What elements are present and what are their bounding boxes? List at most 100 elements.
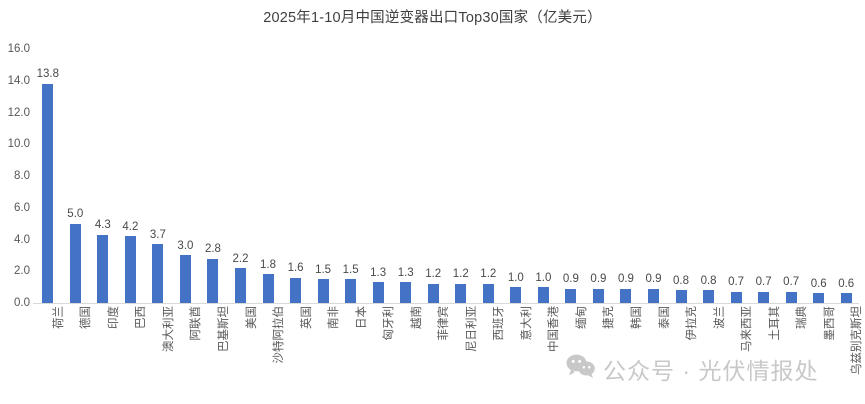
bar-column[interactable]: 1.0 bbox=[535, 41, 551, 303]
x-axis-category-label: 泰国 bbox=[658, 306, 671, 329]
bar[interactable] bbox=[427, 283, 439, 303]
x-axis-category-label: 澳大利亚 bbox=[162, 306, 175, 352]
bar-value-label: 0.9 bbox=[645, 273, 662, 286]
x-axis-category-label: 缅甸 bbox=[575, 306, 588, 329]
bar[interactable] bbox=[372, 282, 384, 303]
bar[interactable] bbox=[482, 283, 494, 303]
bar-value-label: 4.3 bbox=[94, 219, 111, 232]
bar-column[interactable]: 13.8 bbox=[37, 41, 59, 303]
bar-column[interactable]: 1.5 bbox=[343, 41, 359, 303]
bar[interactable] bbox=[69, 223, 81, 303]
bar[interactable] bbox=[262, 274, 274, 303]
bar[interactable] bbox=[565, 288, 577, 303]
y-axis-tick: 6.0 bbox=[14, 201, 30, 214]
bar-column[interactable]: 2.2 bbox=[233, 41, 249, 303]
bar-column[interactable]: 1.2 bbox=[480, 41, 496, 303]
bar-column[interactable]: 0.6 bbox=[811, 41, 827, 303]
bar[interactable] bbox=[455, 283, 467, 303]
bar-value-label: 3.0 bbox=[177, 239, 194, 252]
bar[interactable] bbox=[840, 293, 852, 303]
bar-column[interactable]: 5.0 bbox=[67, 41, 83, 303]
bar[interactable] bbox=[592, 288, 604, 303]
bar[interactable] bbox=[703, 290, 715, 303]
bar-column[interactable]: 3.0 bbox=[177, 41, 194, 303]
bar[interactable] bbox=[758, 291, 770, 303]
bar[interactable] bbox=[152, 244, 164, 303]
bar-column[interactable]: 0.7 bbox=[728, 41, 745, 303]
x-axis-category-label: 阿联酋 bbox=[190, 306, 203, 341]
bar[interactable] bbox=[537, 287, 549, 303]
x-axis-category-label: 西班牙 bbox=[493, 306, 506, 341]
x-axis-category-label: 韩国 bbox=[630, 306, 643, 329]
bar[interactable] bbox=[345, 279, 357, 303]
x-axis-category-label: 伊拉克 bbox=[686, 306, 699, 341]
bar[interactable] bbox=[207, 258, 219, 303]
bar-value-label: 1.6 bbox=[287, 262, 304, 275]
bar[interactable] bbox=[510, 287, 522, 303]
bar-value-label: 1.0 bbox=[507, 271, 524, 284]
bar-column[interactable]: 0.9 bbox=[563, 41, 579, 303]
bar-column[interactable]: 0.8 bbox=[673, 41, 690, 303]
bar[interactable] bbox=[620, 288, 632, 303]
bar-column[interactable]: 1.2 bbox=[425, 41, 441, 303]
bar-column[interactable]: 1.8 bbox=[260, 41, 277, 303]
bar-column[interactable]: 0.8 bbox=[700, 41, 717, 303]
bar-value-label: 1.3 bbox=[370, 266, 387, 279]
bar-column[interactable]: 1.3 bbox=[398, 41, 414, 303]
bar[interactable] bbox=[317, 279, 329, 303]
bar-column[interactable]: 0.7 bbox=[783, 41, 800, 303]
x-axis-category-label: 马来西亚 bbox=[741, 306, 754, 352]
x-axis-category-label: 沙特阿拉伯 bbox=[273, 306, 286, 364]
bar-column[interactable]: 3.7 bbox=[150, 41, 166, 303]
bar-column[interactable]: 0.6 bbox=[838, 41, 854, 303]
bar-column[interactable]: 0.7 bbox=[756, 41, 772, 303]
bar-value-label: 1.5 bbox=[315, 263, 332, 276]
bar-value-label: 1.2 bbox=[452, 268, 469, 281]
y-axis-tick: 2.0 bbox=[14, 265, 30, 278]
bar[interactable] bbox=[813, 293, 825, 303]
bar-value-label: 0.7 bbox=[728, 276, 745, 289]
x-axis-category-label: 墨西哥 bbox=[823, 306, 836, 341]
y-axis: 0.0 2.0 4.0 6.0 8.0 10.0 12.0 14.0 16.0 bbox=[0, 41, 34, 311]
bar[interactable] bbox=[648, 288, 659, 303]
bar-column[interactable]: 1.2 bbox=[452, 41, 469, 303]
x-axis-category-label: 瑞典 bbox=[796, 306, 809, 329]
bar-value-label: 0.8 bbox=[700, 274, 717, 287]
bar-column[interactable]: 4.2 bbox=[122, 41, 138, 303]
bar[interactable] bbox=[179, 255, 191, 303]
y-axis-tick: 8.0 bbox=[14, 170, 30, 182]
bar[interactable] bbox=[97, 234, 109, 303]
x-axis-category-label: 土耳其 bbox=[768, 306, 781, 341]
x-axis-category-label: 菲律宾 bbox=[438, 306, 451, 341]
bar-value-label: 0.7 bbox=[783, 276, 800, 289]
bar-column[interactable]: 1.3 bbox=[370, 41, 387, 303]
x-axis-category-label: 德国 bbox=[80, 306, 93, 329]
x-axis-category-label: 印度 bbox=[107, 306, 120, 329]
bar[interactable] bbox=[675, 290, 687, 303]
bar-column[interactable]: 2.8 bbox=[204, 41, 221, 303]
bar[interactable] bbox=[290, 277, 302, 303]
x-axis-category-labels: 荷兰 德国 印度 巴西 澳大利亚 阿联酋 巴基斯坦 美国 沙特阿拉伯 英国 南非 日本 匈牙利 越南 菲律宾… bbox=[34, 306, 863, 404]
bar-value-label: 0.8 bbox=[673, 274, 690, 287]
x-axis-category-label: 巴基斯坦 bbox=[217, 306, 230, 352]
y-axis-tick: 0.0 bbox=[14, 297, 30, 309]
bar[interactable] bbox=[235, 268, 246, 303]
bar-column[interactable]: 1.0 bbox=[507, 41, 524, 303]
bar-value-label: 1.8 bbox=[260, 258, 277, 271]
bar-column[interactable]: 1.5 bbox=[315, 41, 332, 303]
plot-area: 13.8 5.0 4.3 4.2 3.7 3.0 2.8 2.2 1.8 1.6 1.5 1.5 1.3… bbox=[34, 41, 860, 303]
x-axis-category-label: 英国 bbox=[300, 306, 313, 329]
x-axis-category-label: 越南 bbox=[410, 306, 423, 329]
bar[interactable] bbox=[400, 282, 412, 303]
bar-value-label: 2.8 bbox=[204, 243, 221, 256]
bar-column[interactable]: 1.6 bbox=[287, 41, 304, 303]
bar-column[interactable]: 0.9 bbox=[590, 41, 606, 303]
bar-column[interactable]: 0.9 bbox=[645, 41, 662, 303]
bar-column[interactable]: 0.9 bbox=[618, 41, 634, 303]
bar[interactable] bbox=[124, 236, 136, 303]
chart-title: 2025年1-10月中国逆变器出口Top30国家（亿美元） bbox=[263, 10, 602, 26]
bar[interactable] bbox=[785, 291, 797, 303]
bar[interactable] bbox=[42, 83, 54, 303]
bar[interactable] bbox=[730, 291, 742, 303]
bar-column[interactable]: 4.3 bbox=[94, 41, 111, 303]
